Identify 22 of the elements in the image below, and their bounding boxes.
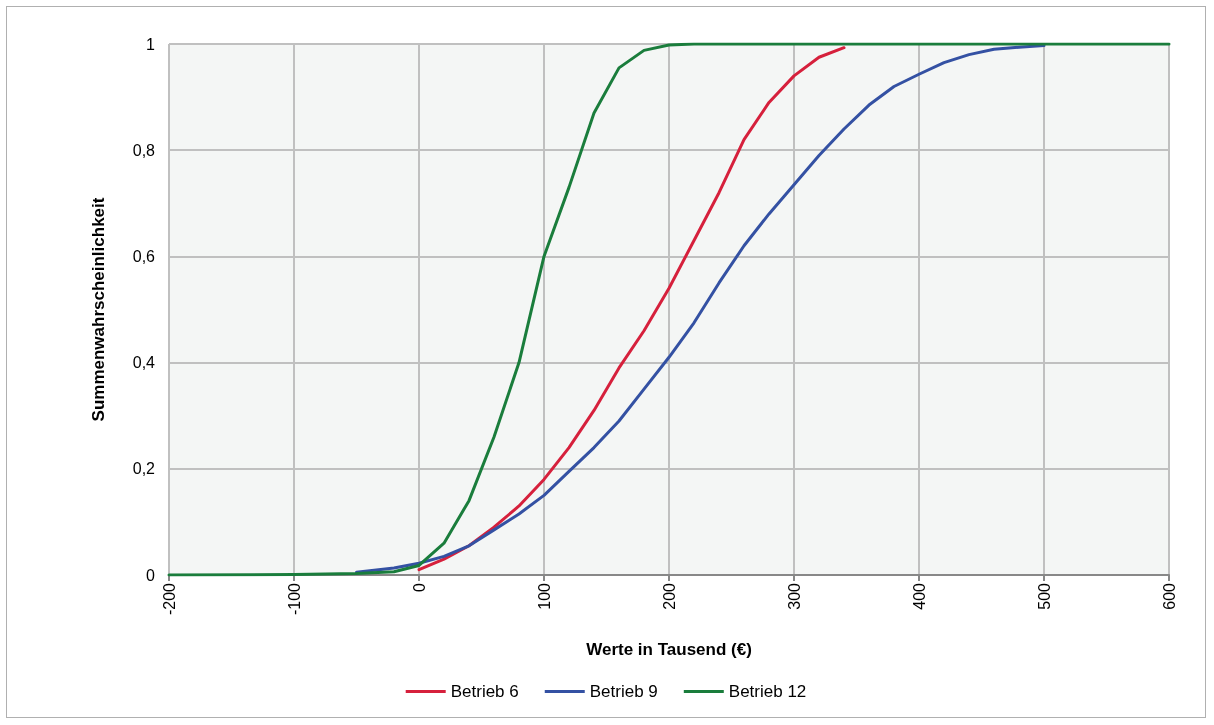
y-tick-label: 0,4 <box>132 354 156 372</box>
x-tick-label: -200 <box>160 582 178 616</box>
x-tick-label: 600 <box>1160 582 1178 610</box>
legend-label: Betrieb 9 <box>589 682 658 701</box>
x-tick-label: -100 <box>285 582 303 616</box>
x-tick-label: 400 <box>910 582 928 610</box>
y-tick-label: 0 <box>146 566 156 584</box>
legend-label: Betrieb 12 <box>728 682 807 701</box>
x-axis-title: Werte in Tausend (€) <box>586 640 752 659</box>
line-series <box>355 44 1046 574</box>
x-tick-label: 0 <box>410 582 428 592</box>
x-tick-label: 200 <box>660 582 678 610</box>
line-series <box>417 46 846 572</box>
x-tick-label: 500 <box>1035 582 1053 610</box>
legend-label: Betrieb 6 <box>450 682 519 701</box>
x-tick-label: 100 <box>535 582 553 610</box>
y-tick-label: 0,2 <box>132 460 156 478</box>
x-tick-label: 300 <box>785 582 803 610</box>
y-tick-label: 1 <box>146 35 156 53</box>
y-axis-title: Summenwahrscheinlichkeit <box>89 197 108 422</box>
y-tick-label: 0,6 <box>132 247 156 265</box>
y-tick-label: 0,8 <box>132 141 156 159</box>
